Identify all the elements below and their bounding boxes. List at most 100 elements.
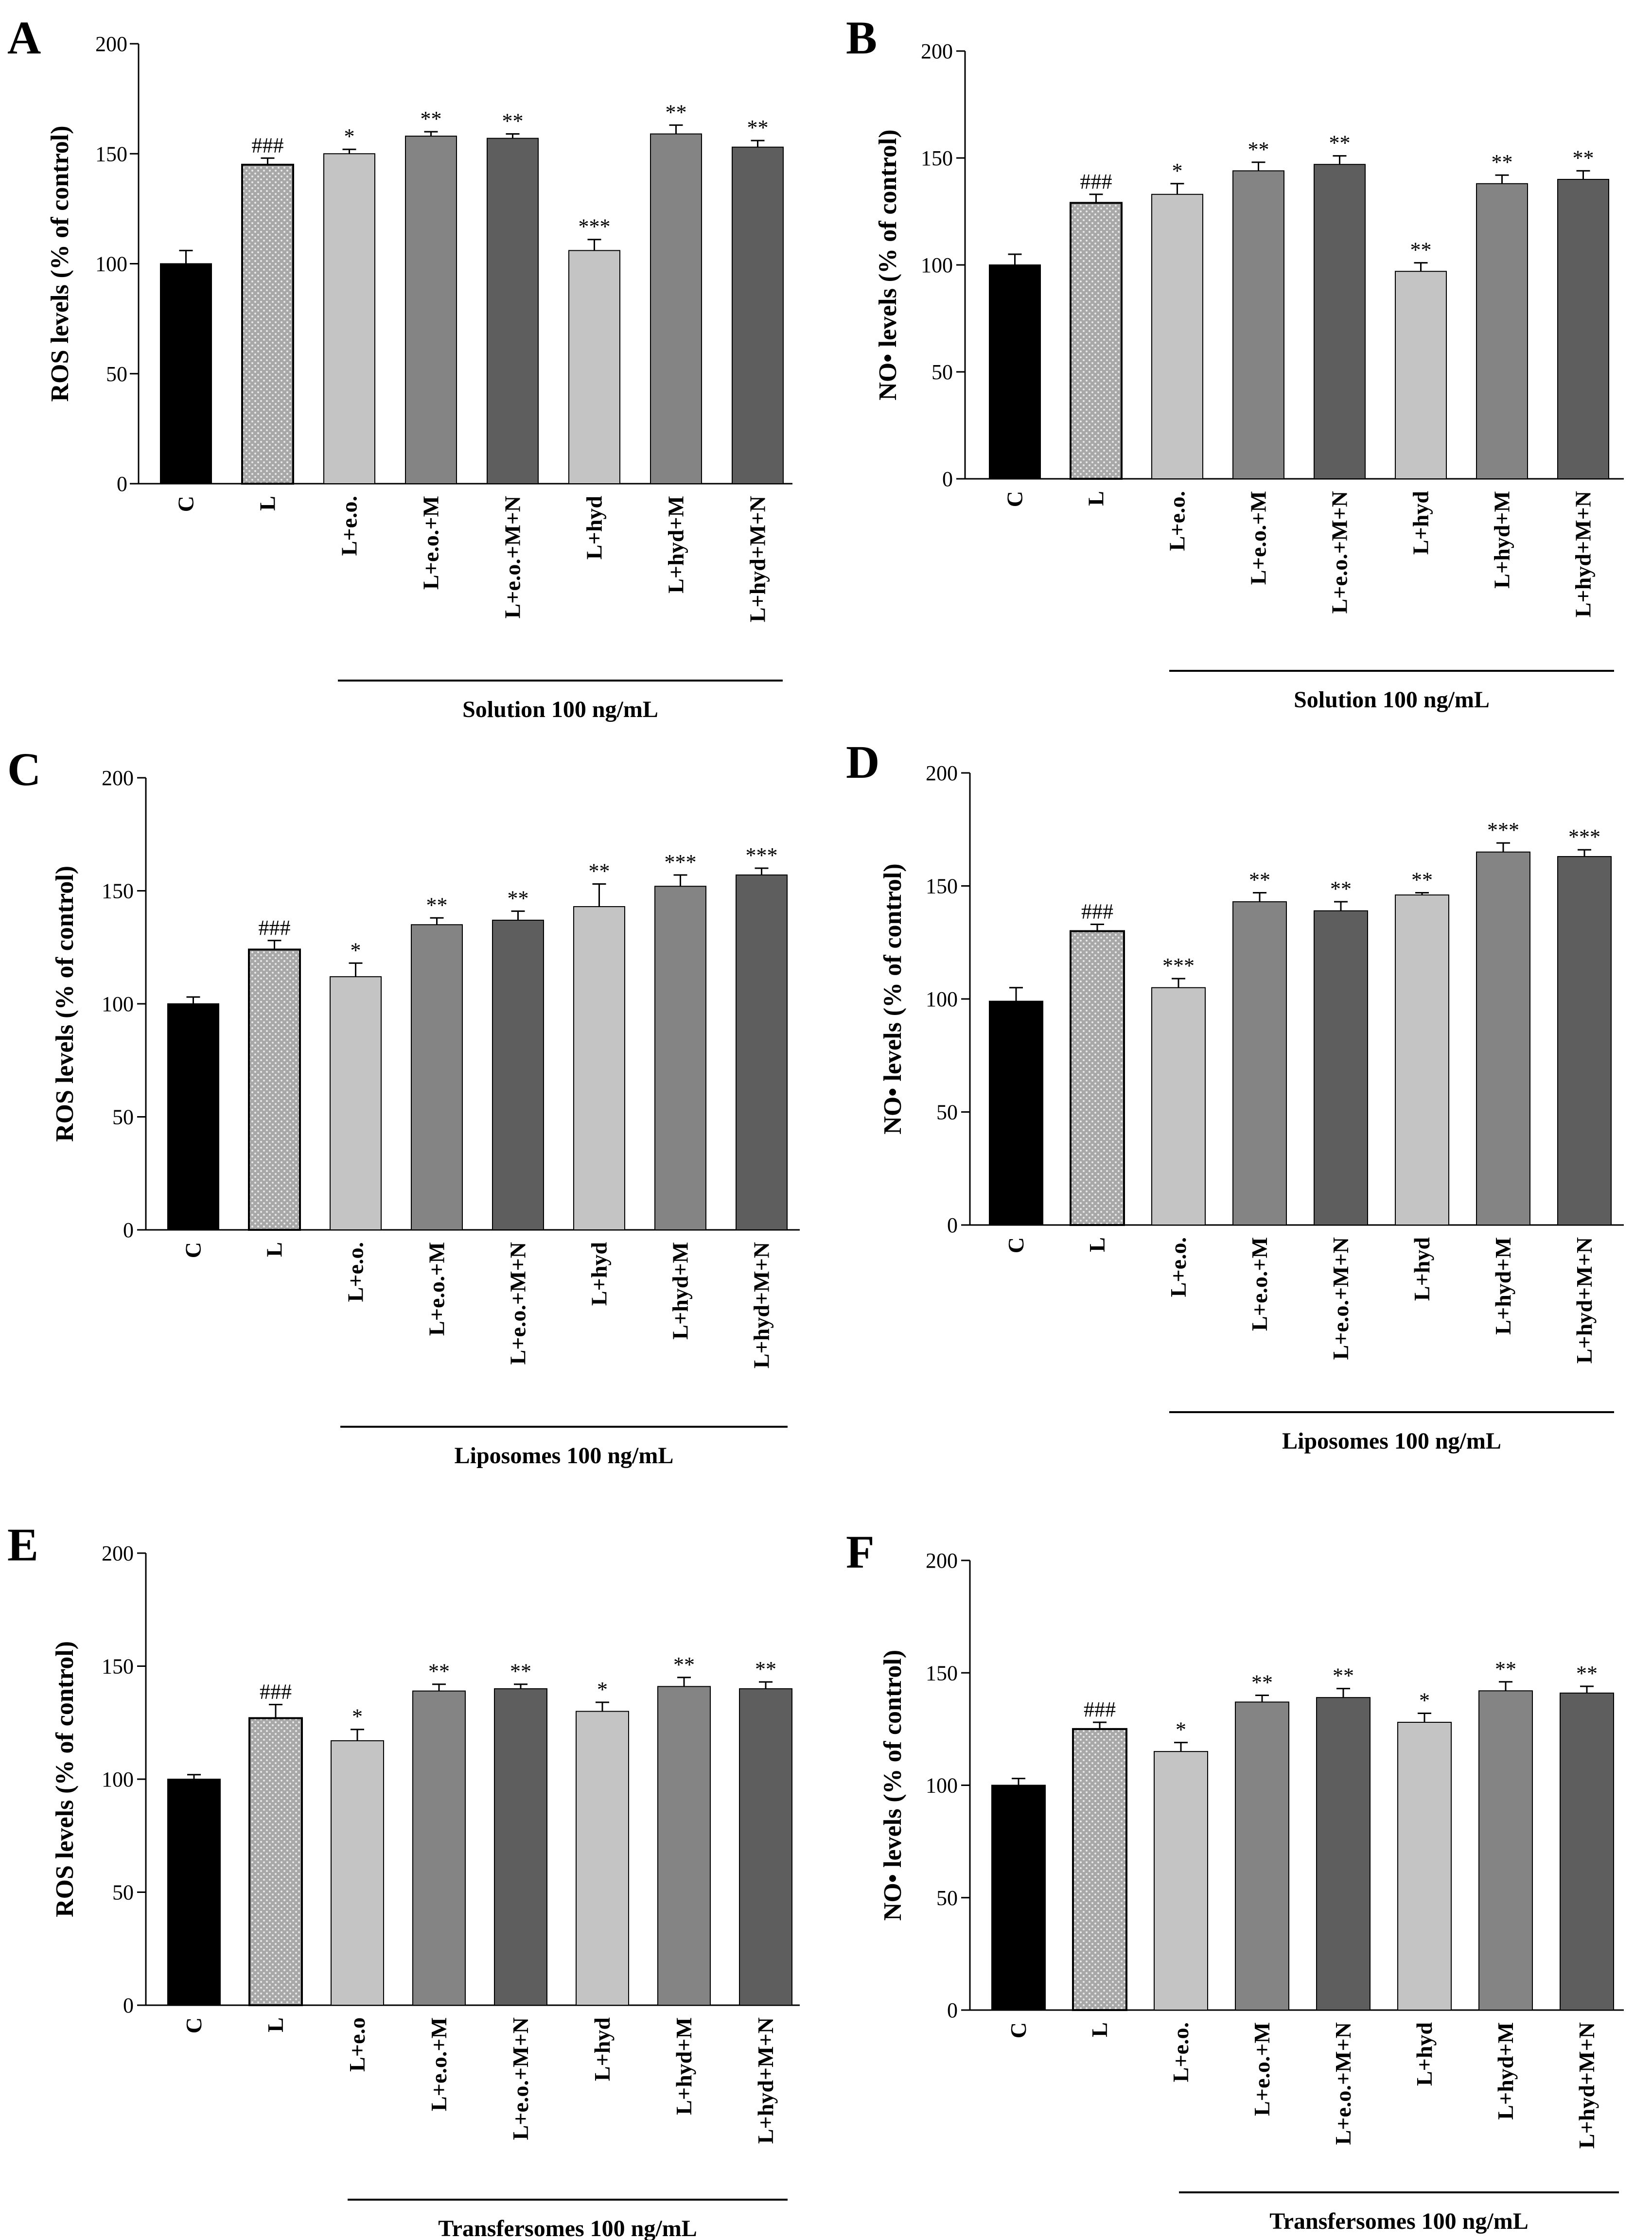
panel-a-y-tick-label: 150: [95, 142, 127, 166]
panel-f: F 0 50 100 150 200 NO• levels (% of control) C #…: [846, 1526, 1624, 2234]
panel-e-category-label: C: [181, 2017, 206, 2033]
panel-b-category-label: L+hyd+M: [1490, 491, 1514, 589]
panel-b-bar: [1557, 179, 1609, 479]
panel-d-bar: [1476, 851, 1530, 1225]
panel-d-category-label: C: [1003, 1237, 1028, 1253]
panel-b-significance-label: ###: [1080, 170, 1112, 193]
panel-a-bar: [650, 133, 702, 484]
panel-e-y-tick-label: 200: [102, 1541, 134, 1565]
panel-f-category-label: L: [1087, 2022, 1112, 2037]
panel-f-bar: [1235, 1701, 1289, 2011]
panel-b-bar: [1232, 170, 1284, 479]
panel-a-significance-label: **: [502, 109, 524, 133]
panel-a-category-label: L+hyd: [582, 496, 607, 560]
panel-f-category-label: L+e.o.+M: [1249, 2022, 1274, 2116]
panel-a-category-label: L+e.o.+M: [419, 496, 443, 590]
panel-d-significance-label: **: [1249, 868, 1270, 892]
panel-a-significance-label: *: [344, 124, 355, 148]
panel-d-y-tick-label: 0: [947, 1213, 958, 1237]
panel-a-letter: A: [7, 12, 41, 64]
panel-d-bar: [1070, 930, 1125, 1226]
panel-c-bar: [736, 874, 788, 1230]
panel-b-category-label: L+e.o.: [1165, 491, 1190, 551]
panel-e-bar: [412, 1690, 466, 2006]
panel-c-bar: [573, 906, 625, 1231]
panel-b-y-axis-label: NO• levels (% of control): [874, 129, 902, 400]
panel-a-significance-label: ***: [579, 215, 611, 239]
panel-f-category-label: L+hyd+M: [1493, 2022, 1518, 2120]
panel-d: D 0 50 100 150 200 NO• levels (% of control) C #…: [846, 736, 1624, 1454]
panel-a-bar: [241, 163, 294, 485]
panel-d-letter: D: [846, 736, 879, 788]
panel-f-significance-label: **: [1251, 1671, 1273, 1695]
panel-e-letter: E: [7, 1519, 38, 1571]
panel-f-group-label: Transfersomes 100 ng/mL: [1269, 2208, 1528, 2234]
panel-c-category-label: L+e.o.+M: [424, 1242, 449, 1336]
panel-e-significance-label: ###: [260, 1680, 292, 1704]
panel-a-bar: [732, 146, 784, 484]
panel-c-category-label: L+e.o.: [343, 1242, 368, 1302]
panel-a-significance-label: **: [421, 107, 442, 131]
panel-f-letter: F: [846, 1526, 875, 1578]
panel-a-category-label: L+hyd+M+N: [745, 496, 770, 622]
panel-b-bar: [1314, 164, 1366, 479]
panel-e-category-label: L+e.o: [345, 2017, 369, 2072]
panel-e-bar: [494, 1688, 547, 2006]
panel-c: C 0 50 100 150 200 ROS levels (% of control) C #…: [7, 743, 800, 1469]
panel-a-category-label: L: [255, 496, 280, 511]
panel-e-y-axis-label: ROS levels (% of control): [51, 1641, 79, 1917]
panel-a-category-label: L+e.o.: [337, 496, 362, 556]
panel-c-category-label: L+hyd+M: [668, 1242, 693, 1340]
panel-e-significance-label: **: [510, 1660, 531, 1683]
panel-f-bar: [1072, 1728, 1127, 2011]
panel-b-bar: [1070, 202, 1123, 480]
panel-b-y-tick-label: 50: [931, 360, 953, 384]
panel-a-significance-label: ###: [252, 133, 284, 157]
panel-c-group-label: Liposomes 100 ng/mL: [455, 1443, 674, 1469]
panel-b-significance-label: **: [1492, 150, 1513, 174]
panel-c-significance-label: *: [351, 938, 361, 962]
panel-e-bar: [657, 1686, 711, 2006]
panel-b-y-tick-label: 100: [921, 253, 953, 277]
panel-c-significance-label: ###: [259, 916, 291, 940]
panel-d-significance-label: ***: [1568, 825, 1600, 849]
panel-d-bar: [1232, 901, 1287, 1226]
panel-d-significance-label: ***: [1162, 954, 1195, 978]
panel-b-category-label: L+e.o.+M+N: [1327, 491, 1352, 613]
panel-c-category-label: L+e.o.+M+N: [506, 1242, 530, 1365]
panel-e-significance-label: **: [673, 1653, 695, 1677]
panel-c-bar: [654, 886, 706, 1230]
panel-e-bar: [331, 1740, 384, 2006]
panel-c-significance-label: **: [589, 859, 610, 883]
panel-e-category-label: L+e.o.+M+N: [508, 2017, 533, 2140]
panel-e-y-tick-label: 0: [123, 1994, 134, 2017]
panel-b-y-tick-label: 0: [942, 467, 953, 491]
panel-e-bar: [739, 1688, 792, 2006]
panel-b-bar: [1395, 271, 1447, 479]
panel-f-bar: [1478, 1690, 1533, 2011]
panel-d-category-label: L+e.o.: [1166, 1237, 1191, 1297]
panel-d-category-label: L: [1085, 1237, 1109, 1252]
panel-c-letter: C: [7, 743, 41, 795]
panel-a-bar: [568, 250, 620, 484]
panel-d-bar: [1557, 856, 1612, 1226]
panel-b-category-label: L+hyd: [1408, 491, 1433, 555]
panel-c-y-tick-label: 0: [123, 1218, 134, 1242]
panel-a-category-label: L+hyd+M: [664, 496, 688, 594]
panel-f-category-label: C: [1006, 2022, 1031, 2038]
panel-c-significance-label: ***: [665, 850, 697, 874]
panel-d-y-tick-label: 100: [926, 987, 958, 1011]
panel-b: B 0 50 100 150 200 NO• levels (% of control) C #…: [846, 12, 1624, 713]
panel-b-category-label: L+e.o.+M: [1246, 491, 1271, 585]
panel-d-y-tick-label: 50: [936, 1101, 958, 1124]
panel-a-group-label: Solution 100 ng/mL: [462, 697, 658, 722]
panel-d-y-axis-label: NO• levels (% of control): [879, 863, 907, 1134]
panel-b-significance-label: **: [1410, 238, 1432, 262]
panel-c-category-label: L+hyd+M+N: [749, 1242, 774, 1368]
panel-e-category-label: L+hyd+M: [671, 2017, 696, 2115]
panel-e-significance-label: *: [597, 1678, 608, 1701]
panel-b-bar: [1151, 193, 1203, 479]
panel-a-category-label: C: [174, 496, 198, 512]
panel-f-bar: [1316, 1697, 1371, 2011]
panel-f-y-tick-label: 50: [936, 1886, 958, 1910]
